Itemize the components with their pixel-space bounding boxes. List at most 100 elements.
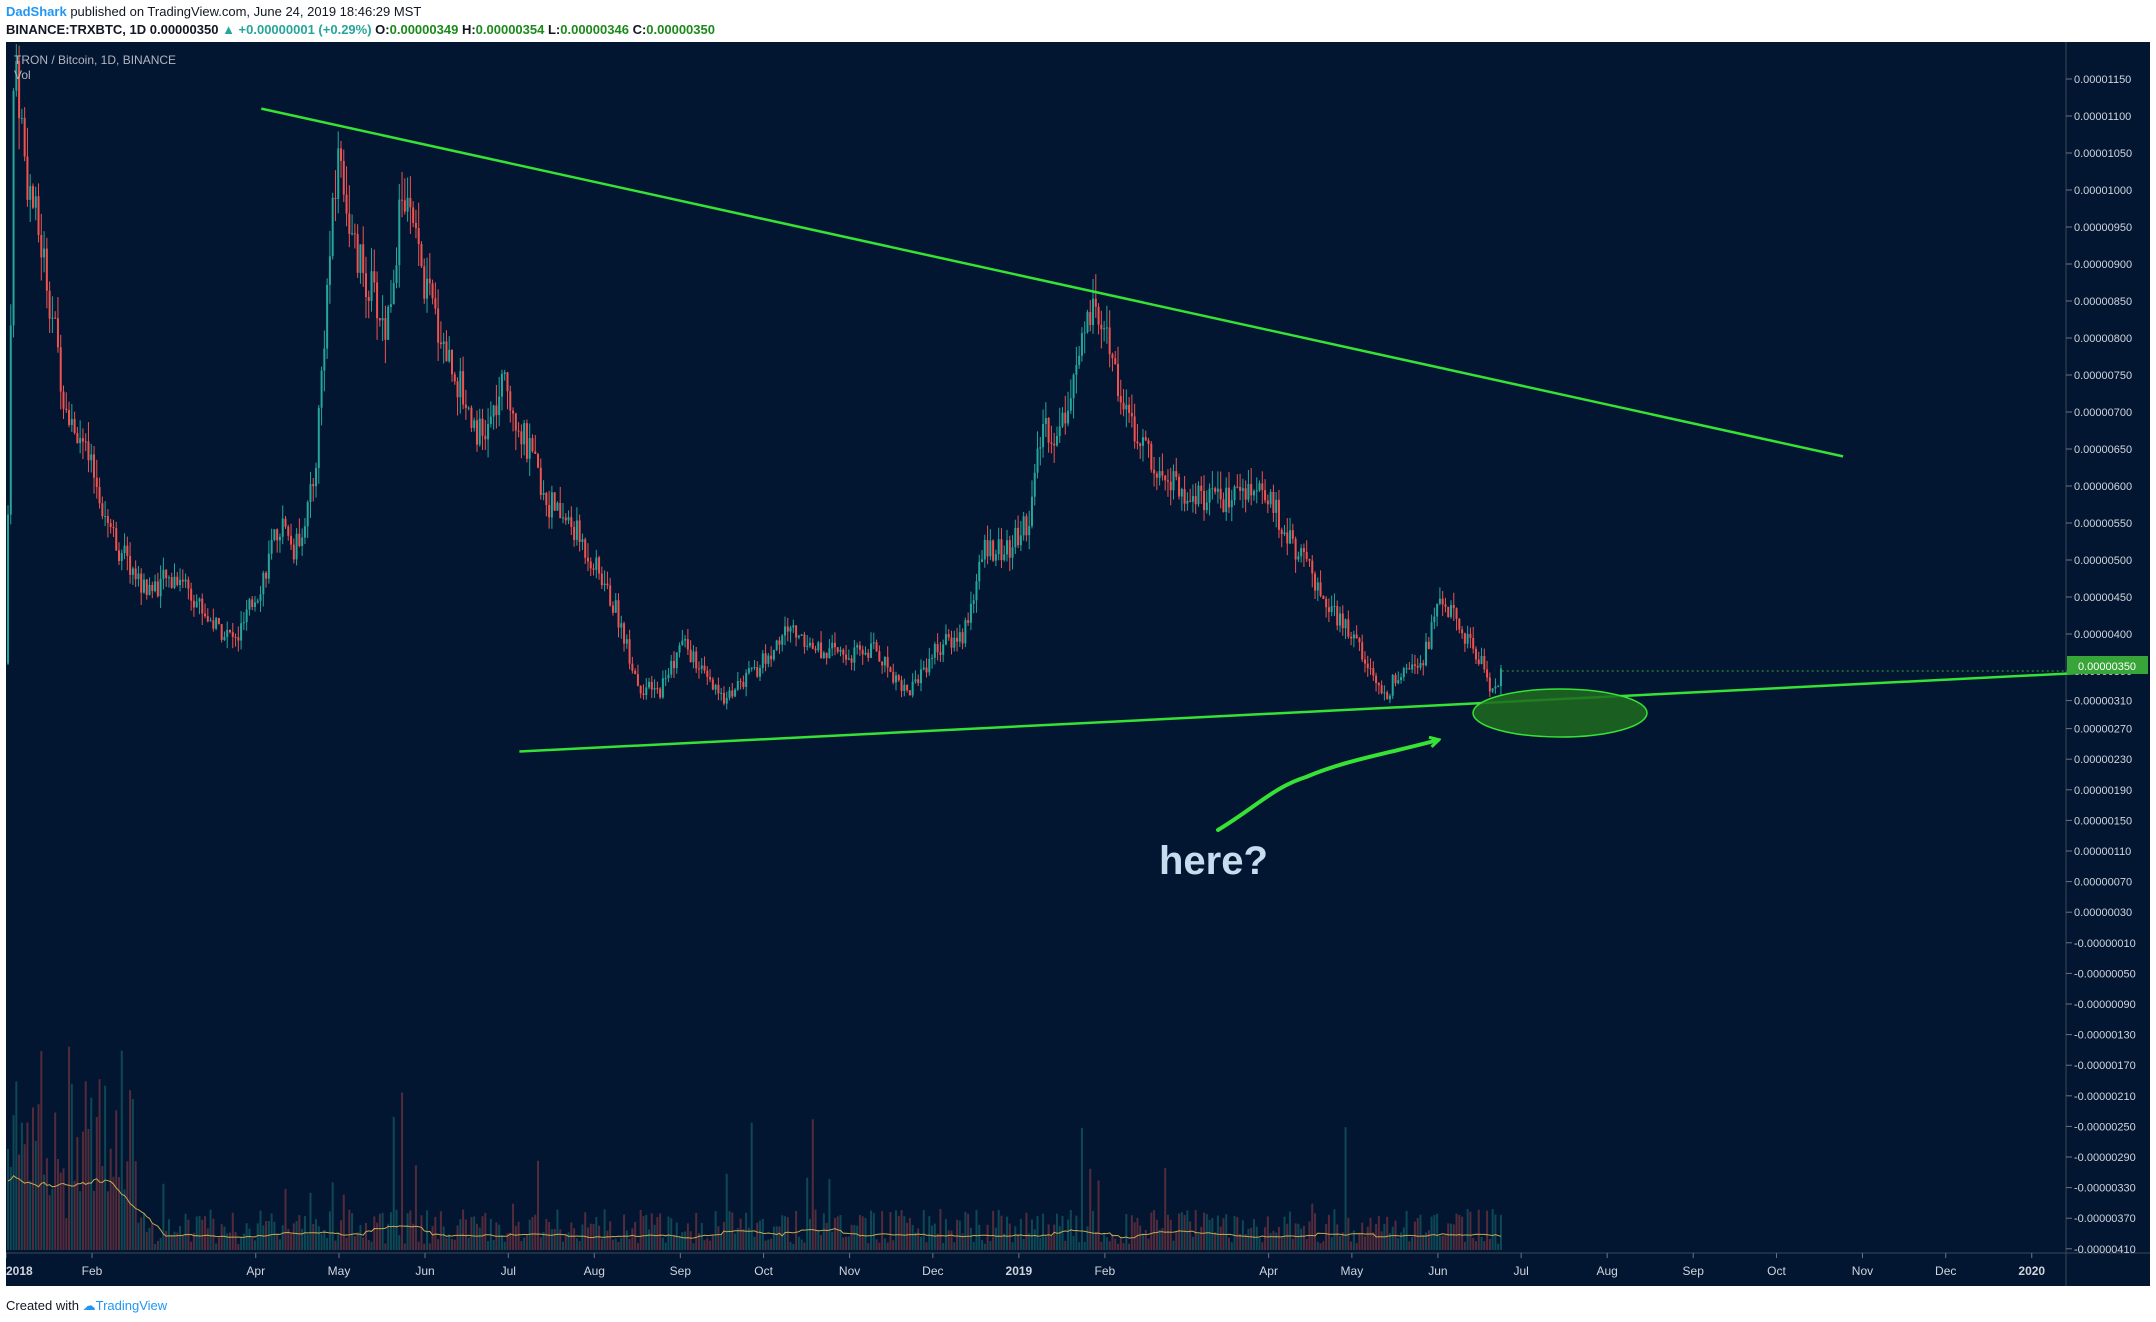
candle-body — [1466, 633, 1469, 644]
candle-body — [276, 529, 279, 541]
target-zone-ellipse[interactable] — [1472, 688, 1648, 738]
volume-bar — [345, 1237, 348, 1250]
volume-bar — [878, 1242, 881, 1250]
volume-bar — [1214, 1232, 1217, 1250]
tradingview-logo-icon[interactable]: ☁ — [82, 1298, 96, 1313]
volume-bar — [695, 1212, 698, 1250]
time-axis[interactable]: 2018 Feb Apr May Jun Jul Aug Sep Oct Nov Dec 2019 Fe… — [5, 1253, 2045, 1278]
candle-body — [1042, 424, 1045, 448]
candle-body — [784, 626, 786, 636]
annotation-arrow[interactable] — [1216, 740, 1438, 832]
candle-body — [462, 371, 465, 405]
volume-bar — [1488, 1238, 1491, 1250]
candle-body — [73, 419, 76, 433]
volume-bar — [628, 1238, 631, 1250]
candle-body — [251, 599, 254, 607]
candle-body — [278, 536, 281, 541]
trendline-upper[interactable] — [261, 107, 1844, 458]
candle-body — [1094, 298, 1097, 307]
candle-body — [142, 579, 145, 593]
price-tick-label: 0.00000600 — [2074, 481, 2132, 493]
price-axis[interactable]: 0.00001150 0.00001100 0.00001050 0.00001000… — [2066, 74, 2136, 1256]
volume-bar — [789, 1242, 792, 1250]
candle-body — [895, 675, 897, 683]
candle-body — [337, 148, 340, 199]
candle-body — [550, 492, 553, 518]
candle-body — [523, 423, 526, 445]
trendline-layer[interactable] — [261, 107, 2118, 753]
volume-bar — [625, 1230, 628, 1250]
candle-body — [326, 284, 329, 349]
volume-bar — [944, 1219, 947, 1250]
candle-body — [148, 584, 151, 595]
candle-body — [420, 244, 423, 267]
volume-bar — [348, 1209, 351, 1250]
candle-body — [631, 663, 634, 671]
candle-body — [736, 680, 739, 690]
candle-body — [570, 517, 573, 527]
volume-bar — [709, 1240, 712, 1250]
candle-body — [1014, 527, 1017, 548]
candle-body — [1069, 398, 1072, 411]
candle-body — [1208, 488, 1211, 503]
price-tick-label: -0.00000130 — [2074, 1030, 2136, 1042]
chart-area[interactable]: here? TRON / Bitcoin, 1D, BINANCE Vol 0.… — [5, 42, 2150, 1286]
candle-body — [373, 271, 376, 283]
volume-bar — [853, 1225, 856, 1250]
candle-body — [215, 617, 218, 629]
candle-body — [376, 282, 379, 319]
candle-body — [512, 410, 515, 414]
volume-bar — [598, 1225, 601, 1250]
candle-body — [925, 667, 928, 673]
volume-bar — [1225, 1214, 1228, 1250]
candle-body — [1153, 469, 1156, 474]
candle-body — [1097, 306, 1100, 325]
candle-body — [1499, 668, 1502, 687]
candle-body — [481, 418, 484, 436]
volume-bar — [581, 1224, 584, 1250]
candle-body — [340, 148, 342, 161]
time-tick-label: Aug — [584, 1264, 605, 1278]
volume-bar — [578, 1241, 581, 1250]
time-tick-label: 2019 — [1006, 1264, 1033, 1278]
volume-bar — [817, 1229, 820, 1250]
candle-body — [1474, 648, 1477, 660]
tradingview-brand[interactable]: TradingView — [95, 1298, 168, 1313]
volume-bar — [989, 1240, 992, 1250]
volume-bar — [159, 1238, 162, 1250]
price-tick-label: -0.00000410 — [2074, 1244, 2136, 1256]
candle-body — [1297, 556, 1300, 560]
candle-body — [1141, 437, 1144, 446]
candle-body — [1497, 686, 1500, 688]
candle-body — [528, 438, 531, 459]
annotation-text[interactable]: here? — [1159, 839, 1268, 883]
volume-bar — [1450, 1223, 1452, 1250]
candle-body — [70, 419, 73, 425]
volume-bar — [684, 1231, 687, 1250]
candle-body — [711, 679, 714, 690]
candle-body — [176, 576, 179, 585]
candle-body — [609, 585, 612, 606]
trendline-lower[interactable] — [519, 669, 2118, 753]
candle-body — [989, 540, 992, 557]
candle-body — [401, 199, 404, 201]
volume-bar — [564, 1234, 567, 1250]
candle-body — [312, 484, 315, 487]
author-name[interactable]: DadShark — [6, 4, 67, 19]
candle-body — [309, 484, 312, 502]
candle-body — [1472, 637, 1475, 649]
candle-body — [734, 689, 737, 697]
volume-bar — [1472, 1237, 1475, 1250]
candle-body — [1383, 692, 1386, 694]
candle-body — [1436, 603, 1439, 617]
chart-svg[interactable]: here? TRON / Bitcoin, 1D, BINANCE Vol 0.… — [5, 42, 2150, 1286]
volume-bar — [523, 1237, 526, 1250]
volume-bar — [1155, 1219, 1158, 1250]
volume-bar — [384, 1243, 387, 1250]
candle-body — [453, 374, 456, 382]
candle-body — [306, 501, 309, 527]
candle-body — [434, 298, 437, 309]
volume-bar — [506, 1233, 509, 1250]
volume-bar — [212, 1218, 215, 1250]
volume-bar — [639, 1209, 642, 1250]
